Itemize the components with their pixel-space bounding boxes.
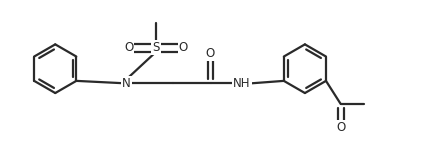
Text: O: O <box>206 47 215 60</box>
Text: N: N <box>122 77 131 90</box>
Text: O: O <box>124 41 133 54</box>
Text: O: O <box>336 121 345 134</box>
Text: S: S <box>152 41 160 54</box>
Text: NH: NH <box>233 77 251 90</box>
Text: O: O <box>179 41 188 54</box>
